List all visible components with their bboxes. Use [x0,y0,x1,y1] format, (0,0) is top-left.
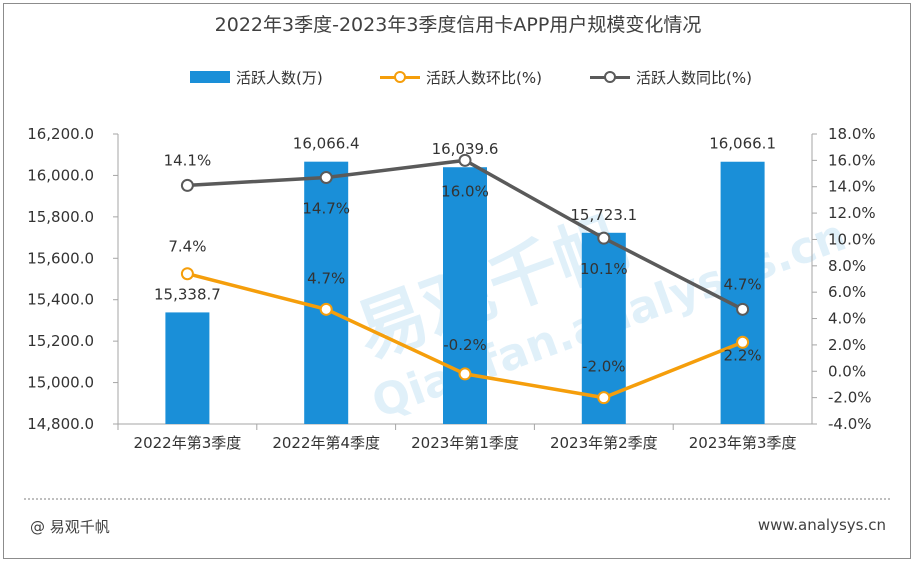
bar-data-label: 15,338.7 [154,285,221,303]
line-series [180,153,750,405]
y-left-tick-label: 15,000.0 [27,374,94,392]
legend-swatch-yoy [590,70,630,83]
point-qoq [597,391,611,405]
point-yoy [180,178,194,192]
y-left-tick-label: 15,600.0 [27,249,94,267]
chart-axes: 16,200.0 16,000.0 15,800.0 15,600.0 15,400.0… [27,125,875,452]
bar-active-users [165,312,210,424]
legend-label-yoy: 活跃人数同比(%) [636,68,752,87]
point-yoy [736,302,750,316]
legend-item-active-users: 活跃人数(万) [190,66,323,88]
bar-data-label: 16,066.1 [709,135,776,153]
y-right-tick-label: 0.0% [828,362,866,380]
bar-active-users [304,161,349,424]
y-left-tick-label: 15,200.0 [27,332,94,350]
bar-data-label: 16,039.6 [432,140,499,158]
chart-title: 2022年3季度-2023年3季度信用卡APP用户规模变化情况 [214,14,702,36]
qoq-data-label: -0.2% [443,336,487,354]
qoq-data-label: 4.7% [307,269,345,287]
x-tick-label: 2023年第3季度 [689,434,797,452]
y-right-tick-label: 18.0% [828,125,876,143]
bar-data-label: 16,066.4 [293,135,360,153]
legend-swatch-bar [190,71,230,83]
y-right-tick-label: -2.0% [828,389,872,407]
yoy-data-label: 16.0% [441,182,489,200]
y-right-tick-label: 2.0% [828,336,866,354]
x-tick-label: 2023年第2季度 [550,434,658,452]
legend-label-active-users: 活跃人数(万) [236,68,323,87]
footer-source: @ 易观千帆 [30,518,110,536]
qoq-data-label: 7.4% [168,238,206,256]
y-right-tick-label: 4.0% [828,310,866,328]
point-yoy [458,153,472,167]
x-tick-label: 2022年第4季度 [272,434,380,452]
y-right-tick-label: 8.0% [828,257,866,275]
point-qoq [180,267,194,281]
qoq-data-label: -2.0% [582,358,626,376]
legend-swatch-qoq [380,70,420,83]
y-left-tick-label: 15,400.0 [27,291,94,309]
qoq-data-label: 2.2% [724,346,762,364]
legend-item-qoq: 活跃人数环比(%) [380,66,542,88]
yoy-data-label: 10.1% [580,260,628,278]
y-left-tick-label: 15,800.0 [27,208,94,226]
data-labels: 15,338.7 16,066.4 16,039.6 15,723.1 16,066.1… [154,135,776,376]
y-right-tick-label: -4.0% [828,415,872,433]
point-qoq [458,367,472,381]
y-right-tick-label: 10.0% [828,230,876,248]
x-tick-label: 2023年第1季度 [411,434,519,452]
footer-divider [24,498,890,500]
y-right-tick-label: 6.0% [828,283,866,301]
chart-plot: 易观千帆 Qianfan.analysys.cn 16,200.016,000.… [27,125,875,452]
footer-url: www.analysys.cn [757,516,886,534]
legend-item-yoy: 活跃人数同比(%) [590,66,752,88]
yoy-data-label: 4.7% [724,275,762,293]
y-right-tick-label: 16.0% [828,151,876,169]
bar-data-label: 15,723.1 [570,206,637,224]
point-qoq [319,302,333,316]
bar-active-users [720,161,765,424]
bar-series [165,161,765,424]
chart-legend: 活跃人数(万) 活跃人数环比(%) 活跃人数同比(%) [0,66,916,88]
bar-active-users [443,167,487,424]
x-tick-label: 2022年第3季度 [134,434,242,452]
y-left-tick-label: 16,200.0 [27,125,94,143]
y-left-tick-label: 16,000.0 [27,166,94,184]
legend-label-qoq: 活跃人数环比(%) [426,68,542,87]
y-left-tick-label: 14,800.0 [27,415,94,433]
yoy-data-label: 14.7% [302,200,350,218]
y-right-tick-label: 12.0% [828,204,876,222]
y-right-tick-label: 14.0% [828,178,876,196]
yoy-data-label: 14.1% [164,151,212,169]
point-yoy [319,171,333,184]
point-qoq [736,335,750,349]
point-yoy [597,231,611,245]
